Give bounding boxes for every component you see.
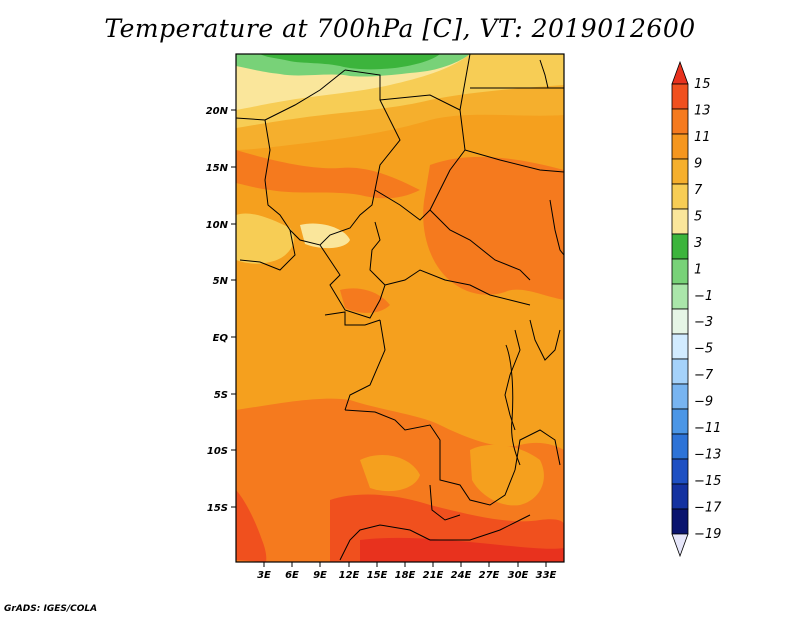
colorbar-cell (671, 358, 689, 385)
colorbar-cell (671, 208, 689, 235)
colorbar-cell (671, 133, 689, 160)
colorbar-cell (671, 283, 689, 310)
lat-label: 5S (214, 390, 228, 401)
lat-label: 10N (206, 220, 229, 231)
country-borders (236, 54, 564, 561)
colorbar-label: 7 (694, 183, 703, 198)
field-3-5-west (300, 223, 350, 249)
colorbar-cell (671, 333, 689, 360)
colorbar-cell (671, 433, 689, 460)
lat-label: 5N (213, 276, 229, 287)
colorbar-cell (671, 458, 689, 485)
colorbar-cell (671, 308, 689, 335)
colorbar-label: 11 (694, 130, 711, 145)
colorbar-label: −5 (694, 342, 713, 357)
lon-label: 27E (479, 570, 500, 581)
colorbar-label: −3 (694, 315, 713, 330)
lon-label: 33E (536, 570, 557, 581)
field-11-13-north (236, 150, 420, 199)
colorbar-label: 13 (694, 103, 711, 118)
field-15-plus (360, 537, 564, 562)
colorbar-cell (671, 183, 689, 210)
colorbar-label: −7 (694, 368, 714, 383)
lon-axis: 3E 6E 9E 12E 15E 18E 21E 24E 27E 30E 33E (257, 562, 557, 581)
colorbar-label: −1 (694, 289, 713, 304)
colorbar-cell (671, 108, 689, 135)
colorbar-label: 3 (694, 236, 702, 251)
credit-label: GrADS: IGES/COLA (4, 604, 98, 614)
field-9-11-pocket-east (470, 444, 544, 506)
colorbar-cell (671, 83, 689, 110)
colorbar-label: −15 (694, 474, 721, 489)
lon-label: 15E (367, 570, 388, 581)
field-minus1-1 (260, 54, 440, 70)
colorbar-label: 1 (694, 262, 702, 277)
colorbar-cell (671, 483, 689, 510)
map-frame (235, 53, 565, 563)
colorbar-cell (671, 233, 689, 260)
colorbar: 15 13 11 9 7 5 3 1 −1 −3 −5 −7 −9 −11 −13 −15 −17 −19 (671, 60, 722, 558)
field-13-15-sw (236, 490, 267, 562)
colorbar-bottom-arrow (671, 533, 689, 558)
colorbar-label: −17 (694, 501, 722, 516)
lat-label: 10S (207, 446, 228, 457)
lon-label: 30E (508, 570, 529, 581)
colorbar-cell (671, 158, 689, 185)
colorbar-top-arrow (671, 60, 689, 85)
temperature-field (236, 54, 564, 562)
colorbar-label: −11 (694, 421, 721, 436)
lon-label: 3E (257, 570, 271, 581)
lat-axis: 20N 15N 10N 5N EQ 5S 10S 15S (206, 106, 236, 514)
lat-label: 15S (207, 503, 228, 514)
lat-label: 15N (206, 163, 229, 174)
lon-label: 21E (423, 570, 444, 581)
colorbar-label: −9 (694, 395, 713, 410)
colorbar-cell (671, 508, 689, 535)
field-11-13-east (423, 156, 564, 300)
colorbar-label: −13 (694, 448, 721, 463)
colorbar-label: −19 (694, 527, 721, 542)
lon-label: 6E (285, 570, 299, 581)
lat-label: 20N (206, 106, 229, 117)
colorbar-label: 9 (694, 156, 702, 171)
colorbar-label: 5 (694, 209, 702, 224)
field-5-7-west (236, 213, 294, 264)
map-title: Temperature at 700hPa [C], VT: 201901260… (104, 14, 696, 43)
colorbar-cell (671, 383, 689, 410)
lon-label: 24E (451, 570, 472, 581)
field-9-11-pocket (360, 455, 420, 492)
colorbar-label: 15 (694, 77, 711, 92)
field-11-13-center (340, 288, 390, 313)
lon-label: 18E (395, 570, 416, 581)
lat-label: EQ (213, 333, 229, 344)
lon-label: 9E (313, 570, 327, 581)
colorbar-cell (671, 408, 689, 435)
lon-label: 12E (339, 570, 360, 581)
colorbar-cell (671, 258, 689, 285)
